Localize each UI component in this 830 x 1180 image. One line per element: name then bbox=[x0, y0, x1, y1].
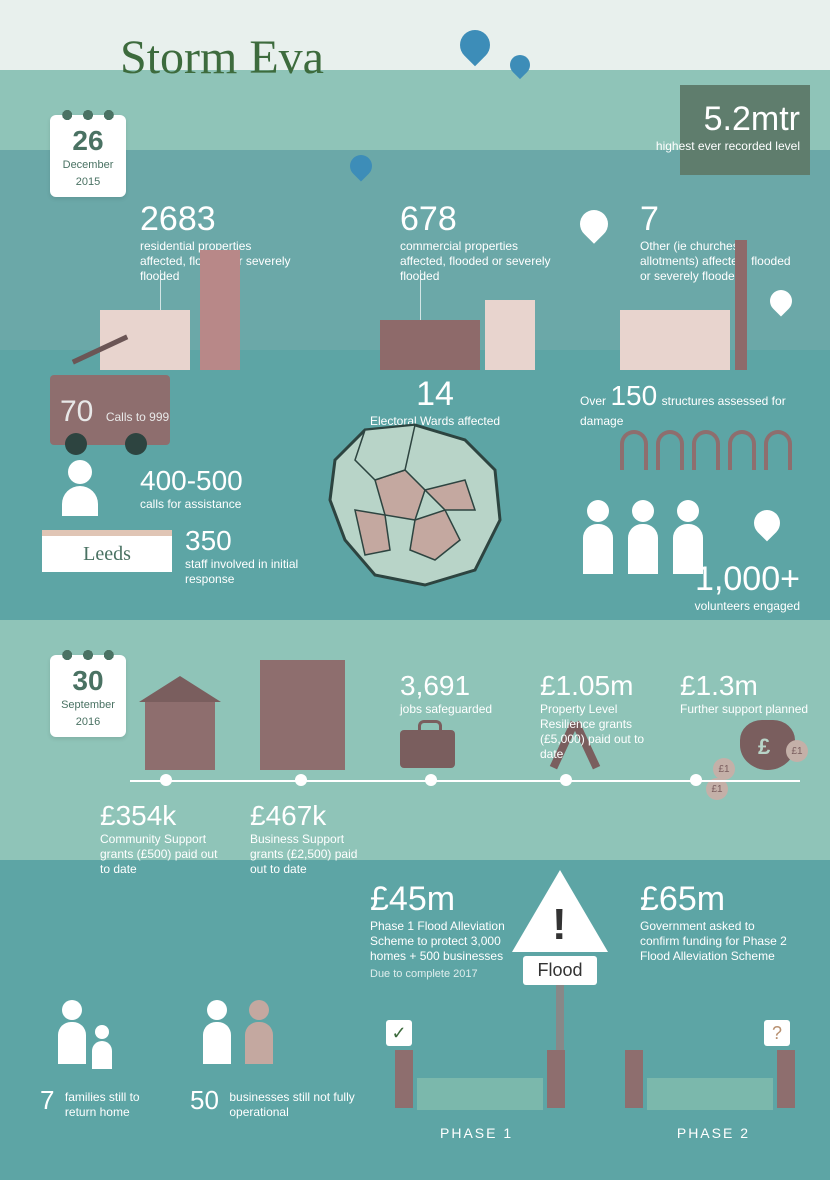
stat-label: Calls to 999 bbox=[106, 410, 169, 424]
stat-value: £467k bbox=[250, 800, 370, 832]
businesses-stat: 50 businesses still not fully operationa… bbox=[190, 1085, 359, 1120]
stat-label: staff involved in initial response bbox=[185, 557, 345, 587]
stat-label: businesses still not fully operational bbox=[229, 1090, 359, 1120]
calendar-day: 30 bbox=[54, 667, 122, 695]
operator-icon bbox=[55, 460, 105, 520]
stat-label: Property Level Resilience grants (£5,000… bbox=[540, 702, 660, 762]
stat-label: Government asked to confirm funding for … bbox=[640, 919, 790, 964]
community-grants-stat: £354k Community Support grants (£500) pa… bbox=[100, 800, 220, 877]
calls-999-stat: 70 Calls to 999 bbox=[60, 395, 169, 429]
stat-value: 150 bbox=[610, 380, 657, 411]
stat-value: £65m bbox=[640, 880, 790, 919]
infographic-title: Storm Eva bbox=[120, 30, 324, 85]
bridge-icon bbox=[620, 410, 800, 470]
leeds-council-logo: Leeds bbox=[42, 530, 172, 572]
calendar-month: December bbox=[54, 159, 122, 172]
flood-warning-sign: Flood bbox=[505, 870, 615, 1053]
calendar-month: September bbox=[54, 699, 122, 712]
stat-label: Community Support grants (£500) paid out… bbox=[100, 832, 220, 877]
families-icon bbox=[55, 1000, 119, 1069]
checkbox-phase1: ✓ bbox=[386, 1020, 412, 1046]
stat-value: 1,000+ bbox=[695, 560, 800, 599]
stat-value: 350 bbox=[185, 525, 345, 557]
buildings-illustration bbox=[0, 270, 830, 370]
calendar-year: 2016 bbox=[54, 716, 122, 729]
council-name: Leeds bbox=[83, 543, 131, 566]
further-support-stat: £1.3m Further support planned bbox=[680, 670, 808, 717]
jobs-stat: 3,691 jobs safeguarded bbox=[400, 670, 492, 717]
calendar-date-2: 30 September 2016 bbox=[50, 655, 126, 737]
phase1-stat: £45m Phase 1 Flood Alleviation Scheme to… bbox=[370, 880, 520, 982]
stat-value: 3,691 bbox=[400, 670, 492, 702]
business-grants-stat: £467k Business Support grants (£2,500) p… bbox=[250, 800, 370, 877]
house-icon bbox=[145, 700, 215, 770]
stat-label: Business Support grants (£2,500) paid ou… bbox=[250, 832, 370, 877]
phase1-label: PHASE 1 bbox=[440, 1125, 513, 1141]
calendar-year: 2015 bbox=[54, 176, 122, 189]
stat-value: £1.3m bbox=[680, 670, 808, 702]
families-stat: 7 families still to return home bbox=[40, 1085, 165, 1120]
office-building-icon bbox=[260, 660, 345, 770]
warning-triangle-icon bbox=[512, 870, 608, 952]
stat-prefix: Over bbox=[580, 394, 606, 408]
briefcase-icon bbox=[400, 730, 455, 768]
coin-icon: £1 bbox=[713, 758, 735, 780]
weir-phase1-icon bbox=[395, 1050, 565, 1110]
coin-icon: £1 bbox=[786, 740, 808, 762]
phase2-label: PHASE 2 bbox=[677, 1125, 750, 1141]
stat-value: 70 bbox=[60, 395, 93, 428]
stat-label: volunteers engaged bbox=[695, 599, 800, 614]
stat-value: £45m bbox=[370, 880, 520, 919]
stat-value: 7 bbox=[40, 1085, 54, 1115]
stat-label: jobs safeguarded bbox=[400, 702, 492, 717]
stat-label: Phase 1 Flood Alleviation Scheme to prot… bbox=[370, 919, 520, 964]
staff-stat: 350 staff involved in initial response bbox=[185, 525, 345, 587]
calendar-day: 26 bbox=[54, 127, 122, 155]
business-icon bbox=[200, 1000, 276, 1069]
timeline-axis bbox=[130, 780, 800, 782]
stat-value: 2683 bbox=[140, 200, 300, 239]
stat-sublabel: Due to complete 2017 bbox=[370, 968, 520, 982]
weir-phase2-icon bbox=[625, 1050, 795, 1110]
calendar-date-1: 26 December 2015 bbox=[50, 115, 126, 197]
highest-level-label: highest ever recorded level bbox=[656, 139, 800, 154]
resilience-stat: £1.05m Property Level Resilience grants … bbox=[540, 670, 660, 762]
stat-value: 50 bbox=[190, 1085, 219, 1115]
stat-label: Further support planned bbox=[680, 702, 808, 717]
stat-value: 7 bbox=[640, 200, 800, 239]
checkbox-phase2: ? bbox=[764, 1020, 790, 1046]
stat-value: £1.05m bbox=[540, 670, 660, 702]
stat-value: 678 bbox=[400, 200, 560, 239]
stat-value: 400-500 bbox=[140, 465, 243, 497]
highest-level-value: 5.2mtr bbox=[656, 100, 800, 139]
stat-label: families still to return home bbox=[65, 1090, 165, 1120]
highest-level-stat: 5.2mtr highest ever recorded level bbox=[656, 100, 800, 154]
flood-sign-label: Flood bbox=[523, 956, 596, 985]
stat-value: £354k bbox=[100, 800, 220, 832]
volunteers-stat: 1,000+ volunteers engaged bbox=[695, 560, 800, 614]
phase2-stat: £65m Government asked to confirm funding… bbox=[640, 880, 790, 964]
assistance-stat: 400-500 calls for assistance bbox=[140, 465, 243, 512]
stat-label: calls for assistance bbox=[140, 497, 243, 512]
